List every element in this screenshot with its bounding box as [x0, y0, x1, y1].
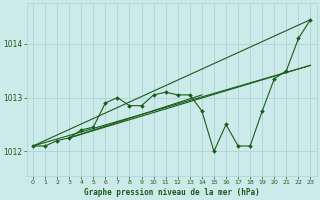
X-axis label: Graphe pression niveau de la mer (hPa): Graphe pression niveau de la mer (hPa) — [84, 188, 260, 197]
